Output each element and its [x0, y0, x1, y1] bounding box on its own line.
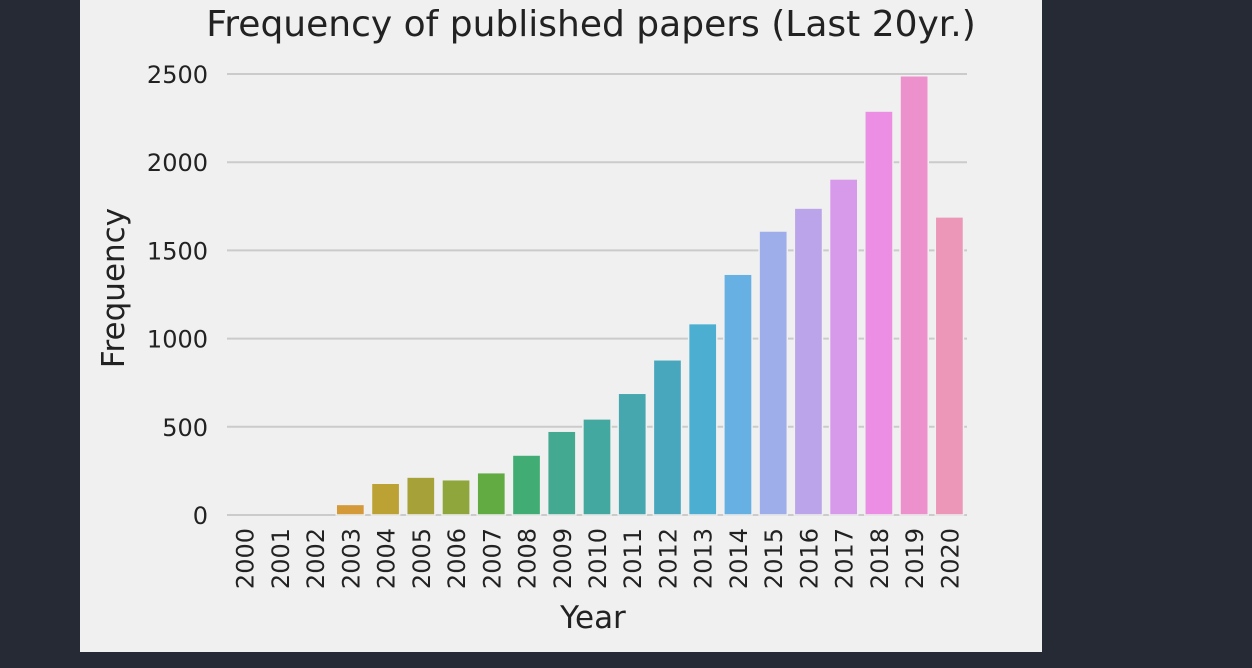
x-tick-label: 2002 — [302, 528, 330, 589]
bar-2016 — [793, 207, 824, 516]
y-tick-label: 2000 — [147, 149, 208, 177]
bar-2017 — [828, 178, 859, 516]
y-axis-label: Frequency — [96, 208, 132, 368]
x-tick-label: 2018 — [866, 528, 894, 589]
bar-2003 — [335, 503, 366, 516]
bar-2005 — [405, 476, 436, 516]
y-tick-label: 1000 — [147, 326, 208, 354]
x-tick-label: 2006 — [443, 528, 471, 589]
x-tick-label: 2020 — [936, 528, 964, 589]
x-tick-label: 2001 — [267, 528, 295, 589]
y-tick-label: 0 — [193, 502, 208, 530]
x-tick-label: 2004 — [373, 528, 401, 589]
x-axis-label: Year — [559, 600, 626, 636]
bar-2013 — [687, 322, 718, 516]
bar-2008 — [511, 454, 542, 516]
x-tick-label: 2014 — [725, 528, 753, 589]
x-tick-label: 2008 — [514, 528, 542, 589]
x-tick-label: 2019 — [901, 528, 929, 589]
x-tick-label: 2016 — [795, 528, 823, 589]
x-tick-label: 2012 — [654, 528, 682, 589]
x-tick-label: 2017 — [831, 528, 859, 589]
x-tick-labels: 2000 2001 2002 2003 2004 2005 2006 2007 2008 2009… — [232, 528, 965, 589]
x-tick-label: 2005 — [408, 528, 436, 589]
bar-2019 — [899, 75, 929, 516]
y-tick-label: 1500 — [147, 237, 208, 265]
bar-2009 — [546, 430, 577, 516]
x-tick-label: 2000 — [232, 528, 260, 589]
y-tick-labels: 0 500 1000 1500 2000 2500 — [147, 61, 208, 530]
chart-figure: 0 500 1000 1500 2000 2500 2000 2001 2002 2003 200… — [80, 0, 1042, 652]
y-tick-label: 2500 — [147, 61, 208, 89]
y-tick-label: 500 — [162, 414, 208, 442]
x-tick-label: 2010 — [584, 528, 612, 589]
bar-2015 — [758, 230, 789, 516]
bars — [335, 75, 965, 516]
x-tick-label: 2009 — [549, 528, 577, 589]
bar-2018 — [864, 110, 894, 516]
bar-2007 — [476, 471, 507, 516]
chart-title: Frequency of published papers (Last 20yr… — [206, 4, 976, 45]
bar-2004 — [370, 482, 401, 516]
x-tick-label: 2015 — [760, 528, 788, 589]
bar-2010 — [582, 418, 612, 516]
bar-2012 — [652, 359, 683, 516]
bar-2011 — [617, 392, 648, 516]
x-tick-label: 2013 — [690, 528, 718, 589]
x-tick-label: 2011 — [619, 528, 647, 589]
bar-2006 — [441, 478, 471, 516]
x-tick-label: 2007 — [478, 528, 506, 589]
x-tick-label: 2003 — [337, 528, 365, 589]
bar-2020 — [934, 216, 965, 516]
bar-2014 — [723, 273, 753, 516]
